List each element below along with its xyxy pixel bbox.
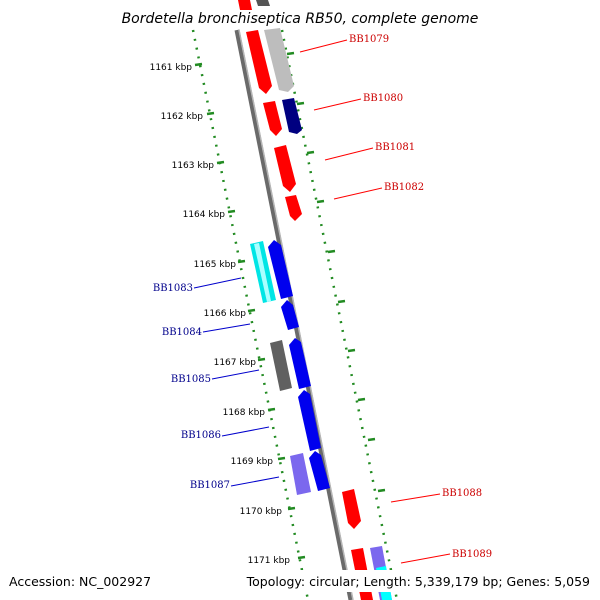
gene-label-bb1079[interactable]: BB1079 [349, 34, 389, 45]
gene-arrow-bb1079[interactable] [246, 30, 272, 94]
gene-label-bb1084[interactable]: BB1084 [162, 327, 202, 338]
gene-arrow-bb1086[interactable] [298, 390, 321, 451]
gene-arrow-bb1085[interactable] [270, 340, 292, 391]
major-ticks [194, 51, 386, 560]
tick-label: 1170 kbp [240, 507, 283, 517]
gene-arrow-bb1079[interactable] [264, 28, 294, 92]
map-title: Bordetella bronchiseptica RB50, complete… [122, 11, 479, 27]
reverse-strand-genes [250, 240, 330, 495]
footer-left-bg [0, 570, 160, 592]
tick-label: 1167 kbp [214, 358, 257, 368]
gene-label-bb1080[interactable]: BB1080 [363, 93, 403, 104]
gene-arrow-bb1087[interactable] [309, 451, 330, 491]
gene-arrow-bb1088[interactable] [342, 489, 361, 529]
gene-arrow-bb1081[interactable] [274, 145, 296, 192]
gene-arrow[interactable] [256, 0, 270, 6]
forward-strand-genes [238, 0, 392, 600]
gene-arrow-bb1080[interactable] [263, 101, 282, 136]
gene-arrow-bb1080[interactable] [282, 98, 302, 134]
gene-label-bb1082[interactable]: BB1082 [384, 182, 424, 193]
label-leader-lines [193, 39, 451, 564]
gene-label-bb1089[interactable]: BB1089 [452, 549, 492, 560]
tick-label: 1169 kbp [231, 457, 274, 467]
gene-arrow-bb1082[interactable] [285, 195, 302, 221]
tick-label: 1168 kbp [223, 408, 266, 418]
tick-label: 1166 kbp [204, 309, 247, 319]
gene-label-bb1083[interactable]: BB1083 [153, 283, 193, 294]
gene-arrow[interactable] [238, 0, 252, 10]
gene-label-bb1086[interactable]: BB1086 [181, 430, 221, 441]
accession-text: Accession: NC_002927 [9, 574, 151, 589]
footer-right-bg [255, 570, 600, 592]
tick-label: 1163 kbp [172, 161, 215, 171]
gene-label-bb1088[interactable]: BB1088 [442, 488, 482, 499]
tick-label: 1161 kbp [150, 63, 193, 73]
tick-label: 1165 kbp [194, 260, 237, 270]
gene-arrow-highlight [254, 243, 271, 302]
gene-arrow-bb1085[interactable] [289, 338, 311, 389]
gene-label-bb1085[interactable]: BB1085 [171, 374, 211, 385]
gene-arrow-bb1084[interactable] [281, 300, 299, 330]
tick-label: 1164 kbp [183, 210, 226, 220]
gene-arrow-bb1083[interactable] [268, 240, 293, 299]
right-tick-track [280, 29, 399, 600]
gene-arrow-bb1087[interactable] [290, 453, 311, 495]
tick-label: 1162 kbp [161, 112, 204, 122]
gene-label-bb1087[interactable]: BB1087 [190, 480, 230, 491]
topology-text: Topology: circular; Length: 5,339,179 bp… [246, 574, 590, 589]
tick-label: 1171 kbp [248, 556, 291, 566]
gene-label-bb1081[interactable]: BB1081 [375, 142, 415, 153]
